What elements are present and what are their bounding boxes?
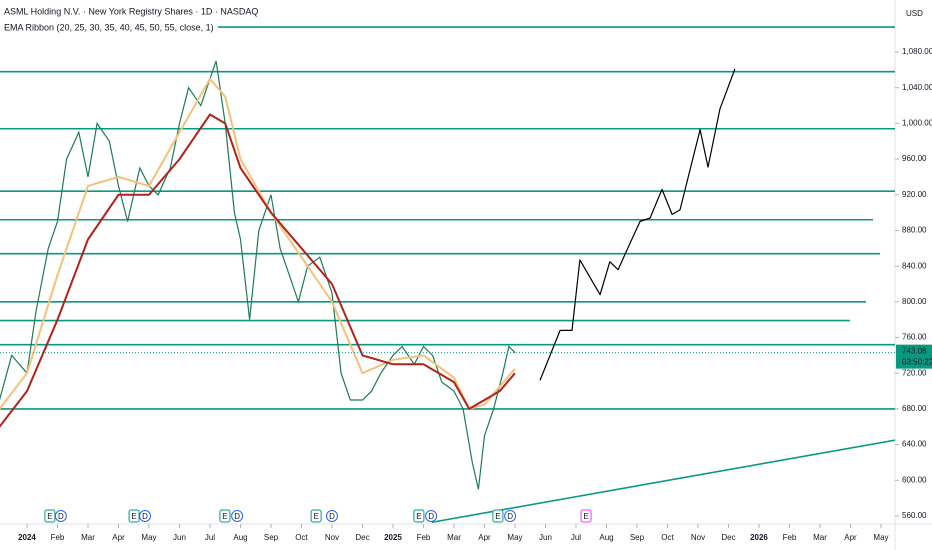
y-tick-label: 1,080.00 [902, 47, 932, 56]
event-label: E [131, 512, 136, 521]
indicator-label: EMA Ribbon (20, 25, 30, 35, 40, 45, 50, … [4, 22, 214, 32]
x-tick-label: 2025 [384, 533, 402, 542]
x-tick-label: Mar [81, 533, 95, 542]
x-tick-label: Jun [173, 533, 186, 542]
countdown-label: 03:50:22 [902, 358, 932, 367]
event-label: E [47, 512, 52, 521]
x-tick-label: May [141, 533, 156, 542]
event-label: D [142, 512, 148, 521]
event-label: E [222, 512, 227, 521]
y-tick-label: 1,000.00 [902, 119, 932, 128]
x-tick-label: Mar [813, 533, 827, 542]
x-tick-label: 2026 [750, 533, 768, 542]
y-tick-label: 800.00 [902, 297, 927, 306]
x-tick-label: Apr [478, 533, 491, 542]
x-tick-label: Nov [325, 533, 339, 542]
y-tick-label: 560.00 [902, 511, 927, 520]
earnings-marker [310, 509, 322, 523]
last-price-label: 743.08 [902, 347, 927, 356]
y-tick-label: 640.00 [902, 440, 927, 449]
y-tick-label: 1,040.00 [902, 83, 932, 92]
earnings-marker [492, 509, 504, 523]
x-tick-label: Dec [355, 533, 369, 542]
y-tick-label: 920.00 [902, 190, 927, 199]
x-tick-label: Feb [51, 533, 65, 542]
event-label: E [416, 512, 421, 521]
chart-title: ASML Holding N.V. · New York Registry Sh… [4, 6, 258, 16]
dividend-marker [231, 510, 244, 522]
x-tick-label: 2024 [18, 533, 36, 542]
x-tick-label: Oct [661, 533, 674, 542]
event-label: D [58, 512, 64, 521]
y-tick-label: 840.00 [902, 261, 927, 270]
event-label: E [583, 512, 588, 521]
x-tick-label: May [507, 533, 522, 542]
y-tick-label: 680.00 [902, 404, 927, 413]
x-tick-label: Mar [447, 533, 461, 542]
event-label: D [507, 512, 513, 521]
earnings-marker [413, 509, 425, 523]
event-label: D [329, 512, 335, 521]
y-tick-label: 720.00 [902, 368, 927, 377]
event-label: E [495, 512, 500, 521]
event-label: D [234, 512, 240, 521]
series-line [0, 60, 516, 490]
dividend-marker [325, 510, 338, 522]
event-label: E [313, 512, 318, 521]
x-tick-label: Feb [417, 533, 431, 542]
x-tick-label: Sep [630, 533, 645, 542]
currency-label: USD [906, 9, 923, 18]
x-tick-label: Jun [539, 533, 552, 542]
x-tick-label: Aug [599, 533, 613, 542]
x-tick-label: Oct [295, 533, 308, 542]
x-tick-label: Jul [205, 533, 215, 542]
x-tick-label: May [873, 533, 888, 542]
dividend-marker [139, 510, 152, 522]
x-tick-label: Jul [571, 533, 581, 542]
y-tick-label: 600.00 [902, 475, 927, 484]
y-tick-label: 960.00 [902, 154, 927, 163]
x-tick-label: Aug [233, 533, 247, 542]
y-tick-label: 880.00 [902, 226, 927, 235]
dividend-marker [504, 510, 517, 522]
trendline [431, 439, 896, 524]
earnings-marker [580, 509, 592, 523]
series-line [0, 113, 516, 428]
last-price-tag [896, 344, 932, 369]
projection-path [539, 68, 736, 381]
x-tick-label: Feb [783, 533, 797, 542]
plot-area [0, 26, 896, 524]
earnings-marker [219, 509, 231, 523]
x-tick-label: Nov [691, 533, 705, 542]
x-tick-label: Apr [112, 533, 125, 542]
dividend-marker [425, 510, 438, 522]
dividend-marker [54, 510, 67, 522]
y-tick-label: 760.00 [902, 333, 927, 342]
x-tick-label: Sep [264, 533, 279, 542]
x-tick-label: Apr [844, 533, 857, 542]
event-label: D [428, 512, 434, 521]
x-tick-label: Dec [721, 533, 735, 542]
